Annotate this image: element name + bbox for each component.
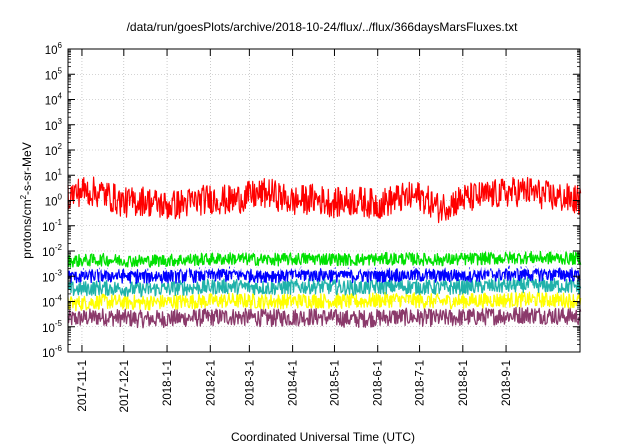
- x-tick-label: 2018-4-1: [288, 360, 300, 406]
- series-group: [67, 176, 582, 329]
- y-tick-label: 101: [45, 167, 63, 183]
- y-tick-label: 10-1: [42, 218, 62, 234]
- y-tick-label: 10-4: [42, 294, 62, 310]
- x-tick-label: 2018-8-1: [458, 360, 470, 406]
- series-line: [67, 176, 582, 224]
- y-tick-label: 10-3: [42, 268, 62, 284]
- series-line: [67, 264, 582, 274]
- y-tick-label: 100: [45, 193, 63, 209]
- series-line: [67, 291, 582, 312]
- y-tick-label: 103: [45, 117, 63, 133]
- y-tick-label: 105: [45, 66, 63, 82]
- x-tick-label: 2017-12-1: [119, 360, 131, 412]
- y-axis-label: protons/cm2-s-sr-MeV: [19, 142, 34, 258]
- x-tick-label: 2018-9-1: [501, 360, 513, 406]
- y-tick-label: 106: [45, 41, 63, 57]
- x-tick-label: 2018-7-1: [415, 360, 427, 406]
- y-tick-label: 10-5: [42, 319, 62, 335]
- x-tick-label: 2018-3-1: [244, 360, 256, 406]
- chart-title: /data/run/goesPlots/archive/2018-10-24/f…: [127, 20, 519, 34]
- x-tick-label: 2018-1-1: [162, 360, 174, 406]
- x-tick-label: 2018-2-1: [205, 360, 217, 406]
- axis-ticks: 10-6 10-5 10-4 10-3 10-2 10-1 100 101 102 103 104 1…: [42, 41, 580, 412]
- y-axis-label-group: protons/cm2-s-sr-MeV: [19, 142, 34, 258]
- x-tick-label: 2018-5-1: [329, 360, 341, 406]
- x-axis-label: Coordinated Universal Time (UTC): [231, 430, 415, 444]
- y-tick-label: 10-6: [42, 344, 62, 360]
- series-line: [67, 265, 581, 285]
- x-tick-label: 2018-6-1: [373, 360, 385, 406]
- x-tick-label: 2017-11-1: [77, 360, 89, 412]
- y-tick-label: 102: [45, 142, 63, 158]
- series-line: [67, 250, 582, 268]
- y-tick-label: 104: [45, 92, 63, 108]
- y-tick-label: 10-2: [42, 243, 62, 259]
- series-line: [67, 306, 582, 329]
